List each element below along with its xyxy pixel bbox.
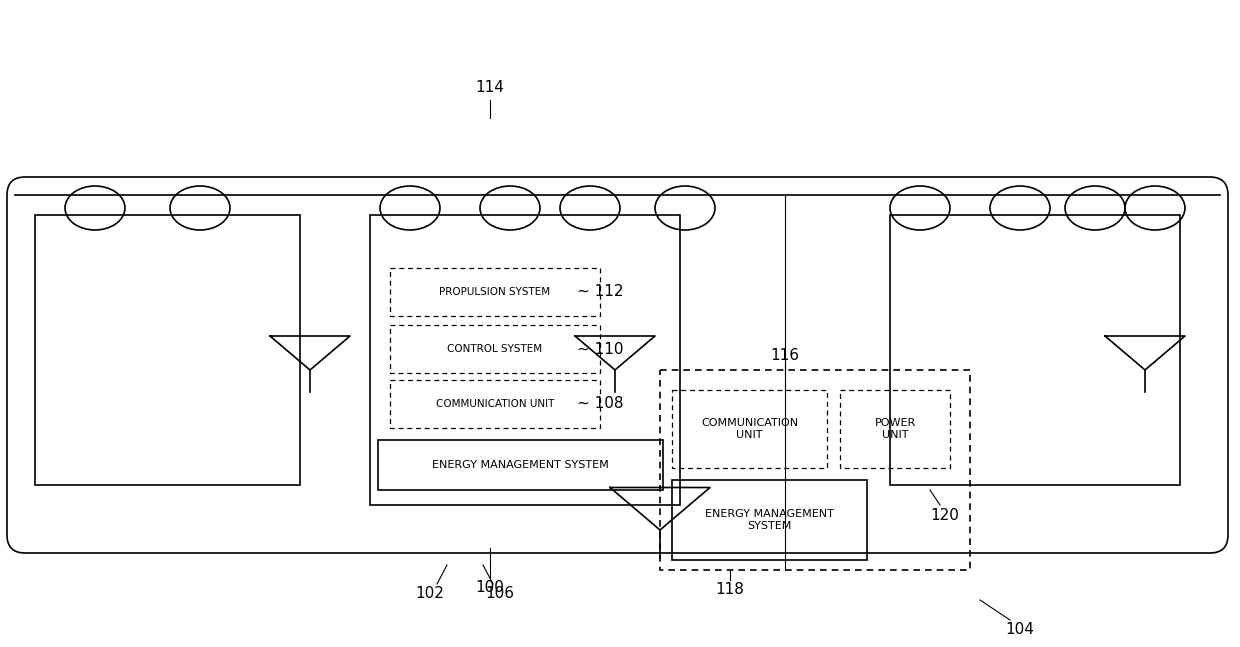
Bar xyxy=(839,390,950,468)
Bar xyxy=(378,440,663,490)
Text: 106: 106 xyxy=(486,586,515,602)
Text: COMMUNICATION
UNIT: COMMUNICATION UNIT xyxy=(701,418,799,440)
Text: COMMUNICATION UNIT: COMMUNICATION UNIT xyxy=(435,399,554,409)
Bar xyxy=(35,215,300,485)
Text: ENERGY MANAGEMENT SYSTEM: ENERGY MANAGEMENT SYSTEM xyxy=(432,460,609,470)
Bar xyxy=(672,390,827,468)
Text: 120: 120 xyxy=(930,507,960,523)
Bar xyxy=(391,268,600,316)
Text: 104: 104 xyxy=(1006,622,1034,637)
Text: 118: 118 xyxy=(715,582,744,597)
Bar xyxy=(660,370,970,570)
Text: ENERGY MANAGEMENT
SYSTEM: ENERGY MANAGEMENT SYSTEM xyxy=(706,509,835,531)
Bar xyxy=(672,480,867,560)
Text: 116: 116 xyxy=(770,347,800,362)
Bar xyxy=(890,215,1180,485)
Text: ~ 112: ~ 112 xyxy=(577,285,624,300)
Text: ~ 110: ~ 110 xyxy=(577,342,624,356)
Text: POWER
UNIT: POWER UNIT xyxy=(874,418,915,440)
Text: ~ 108: ~ 108 xyxy=(577,395,624,410)
Text: CONTROL SYSTEM: CONTROL SYSTEM xyxy=(448,344,543,354)
Text: 114: 114 xyxy=(476,80,505,96)
Text: 100: 100 xyxy=(476,580,505,595)
Text: 102: 102 xyxy=(415,586,444,602)
Bar xyxy=(391,380,600,428)
Bar xyxy=(391,325,600,373)
Bar xyxy=(370,215,680,505)
Text: PROPULSION SYSTEM: PROPULSION SYSTEM xyxy=(439,287,551,297)
